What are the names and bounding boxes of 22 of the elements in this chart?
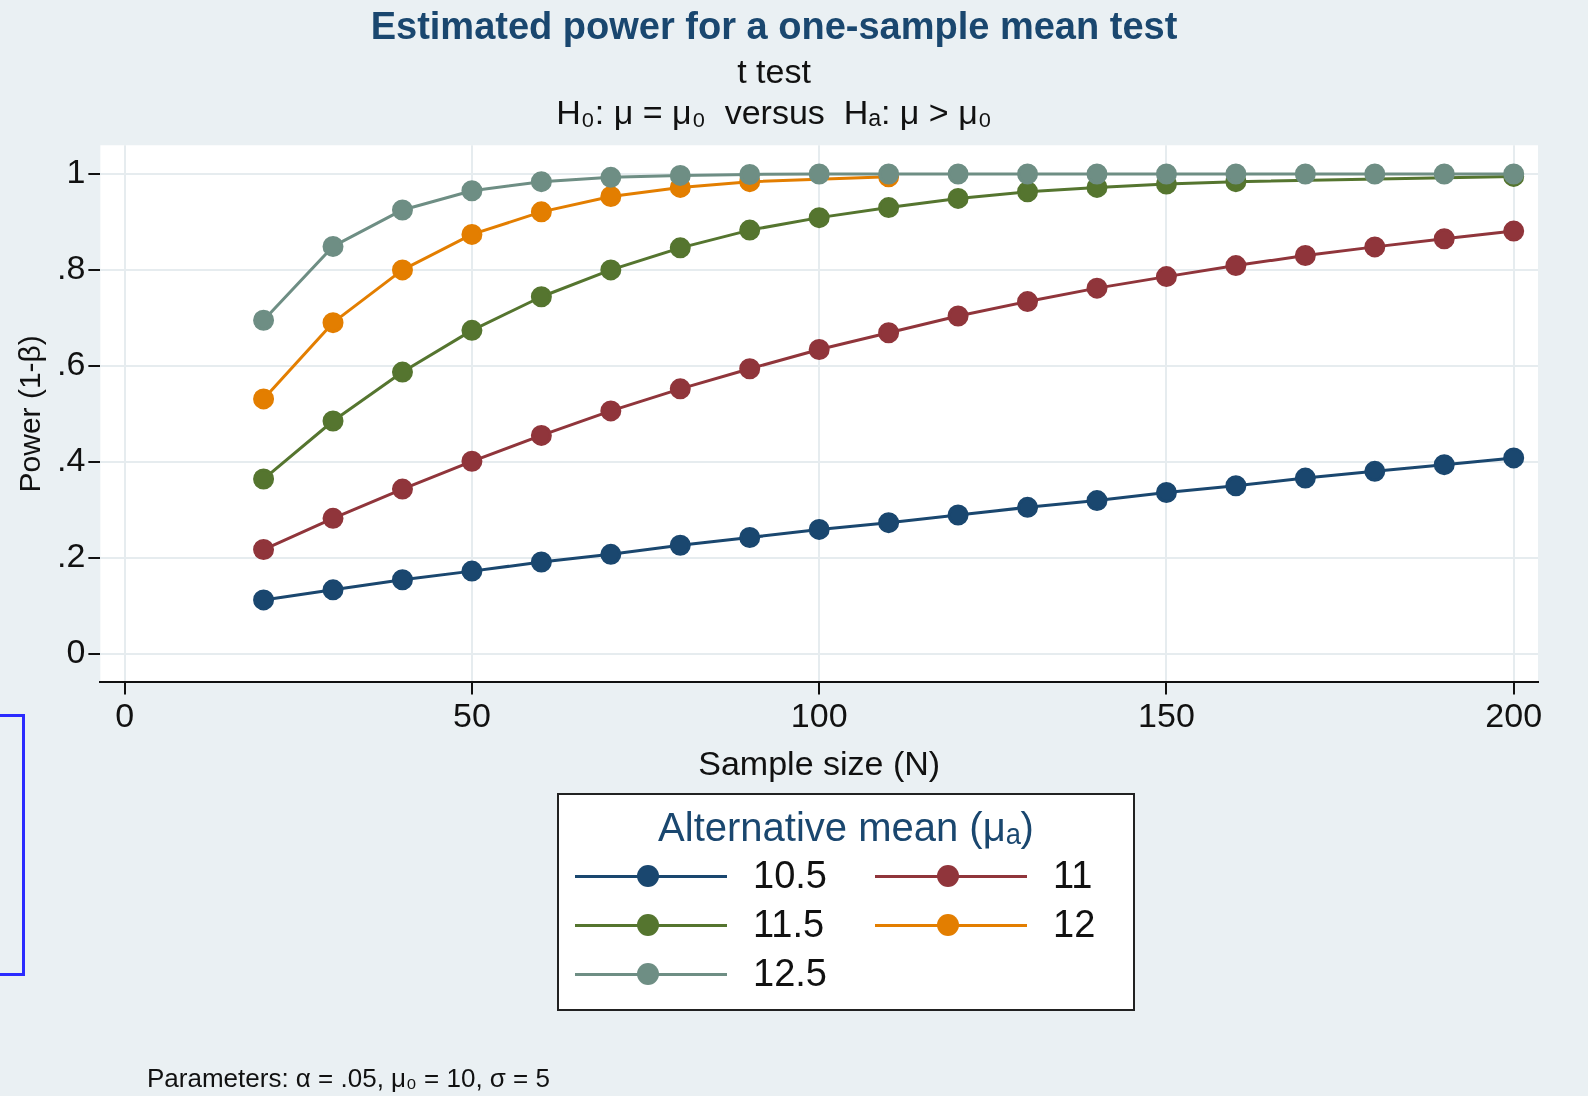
y-axis-title: Power (1-β)	[13, 335, 47, 493]
legend-label: 11	[1053, 854, 1093, 897]
y-tick-label: 1	[66, 152, 86, 191]
y-tick-label: .8	[57, 248, 86, 287]
legend-label: 12.5	[753, 952, 827, 995]
y-tick-label: .4	[57, 440, 86, 479]
chart-title: Estimated power for a one-sample mean test	[370, 5, 1178, 48]
y-tick-label: .2	[57, 536, 86, 575]
legend-label: 11.5	[753, 903, 825, 946]
x-tick-label: 200	[1485, 696, 1543, 735]
legend-label: 12	[1053, 903, 1096, 946]
legend-title: Alternative mean (μₐ)	[657, 805, 1035, 850]
legend-label: 10.5	[753, 854, 827, 897]
y-tick-label: 0	[66, 632, 86, 670]
x-tick-label: 50	[453, 696, 491, 735]
y-tick-label: .6	[57, 344, 86, 383]
chart-subtitle: t test H₀: μ = μ₀ versus Hₐ: μ > μ₀	[556, 52, 992, 132]
x-tick-label: 100	[790, 696, 848, 735]
x-axis-title: Sample size (N)	[698, 743, 941, 782]
text: Parameters: α = .05, μ₀ = 10, σ = 5	[147, 1063, 550, 1094]
x-tick-label: 150	[1138, 696, 1195, 735]
x-tick-label: 0	[115, 696, 135, 735]
